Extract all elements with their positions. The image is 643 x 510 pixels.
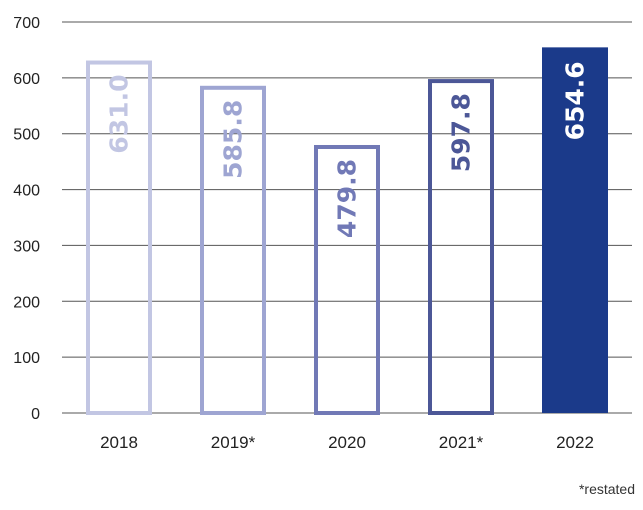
bar-value-label: 597.8 [447,93,476,172]
y-axis-tick-labels: 0 100 200 300 400 500 600 700 [13,15,40,423]
x-category-label: 2022 [556,433,594,452]
x-category-label: 2018 [100,433,138,452]
x-axis-category-labels: 2018 2019* 2020 2021* 2022 [100,433,594,452]
bar [428,79,494,415]
bar [86,60,152,415]
x-category-label: 2021* [439,433,484,452]
y-tick-label: 600 [13,71,40,88]
y-tick-label: 500 [13,127,40,144]
bar-value-label: 479.8 [333,159,362,238]
y-tick-label: 400 [13,183,40,200]
bar [314,144,380,415]
bar-value-label: 585.8 [219,100,248,179]
bar-value-labels: 631.0 585.8 479.8 597.8 654.6 [105,61,590,238]
y-tick-label: 0 [31,406,40,423]
bar-value-label: 631.0 [105,75,134,154]
bars [86,47,608,416]
y-tick-label: 700 [13,15,40,32]
y-tick-label: 100 [13,350,40,367]
bar [200,85,266,416]
footnote-restated: *restated [579,481,635,497]
gridlines [62,21,632,414]
bar-value-label: 654.6 [561,61,590,140]
y-tick-label: 200 [13,294,40,311]
y-tick-label: 300 [13,238,40,255]
x-category-label: 2019* [211,433,256,452]
x-category-label: 2020 [328,433,366,452]
bar [542,47,608,414]
